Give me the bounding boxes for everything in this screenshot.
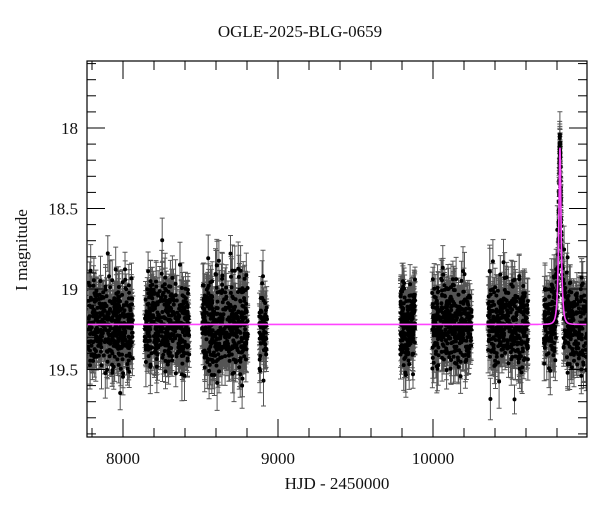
axes-frame: 8000 9000 10000 18 18.5 19 19.5	[48, 60, 588, 468]
model-line	[87, 147, 587, 326]
x-tick-label: 9000	[261, 449, 295, 468]
x-tick-label: 8000	[106, 449, 140, 468]
y-tick-label: 19	[61, 280, 78, 299]
plot-frame	[86, 60, 588, 438]
photometry-points	[87, 132, 587, 402]
model-curve	[87, 147, 587, 326]
y-tick-label: 18	[61, 119, 78, 138]
y-tick-label: 18.5	[48, 200, 78, 219]
y-axis-label: I magnitude	[12, 209, 31, 291]
y-tick-label: 19.5	[48, 361, 78, 380]
data-points	[87, 111, 587, 421]
x-tick-label: 10000	[412, 449, 455, 468]
chart-title: OGLE-2025-BLG-0659	[217, 22, 383, 41]
error-bars	[87, 111, 587, 421]
x-axis-label: HJD - 2450000	[284, 474, 390, 493]
